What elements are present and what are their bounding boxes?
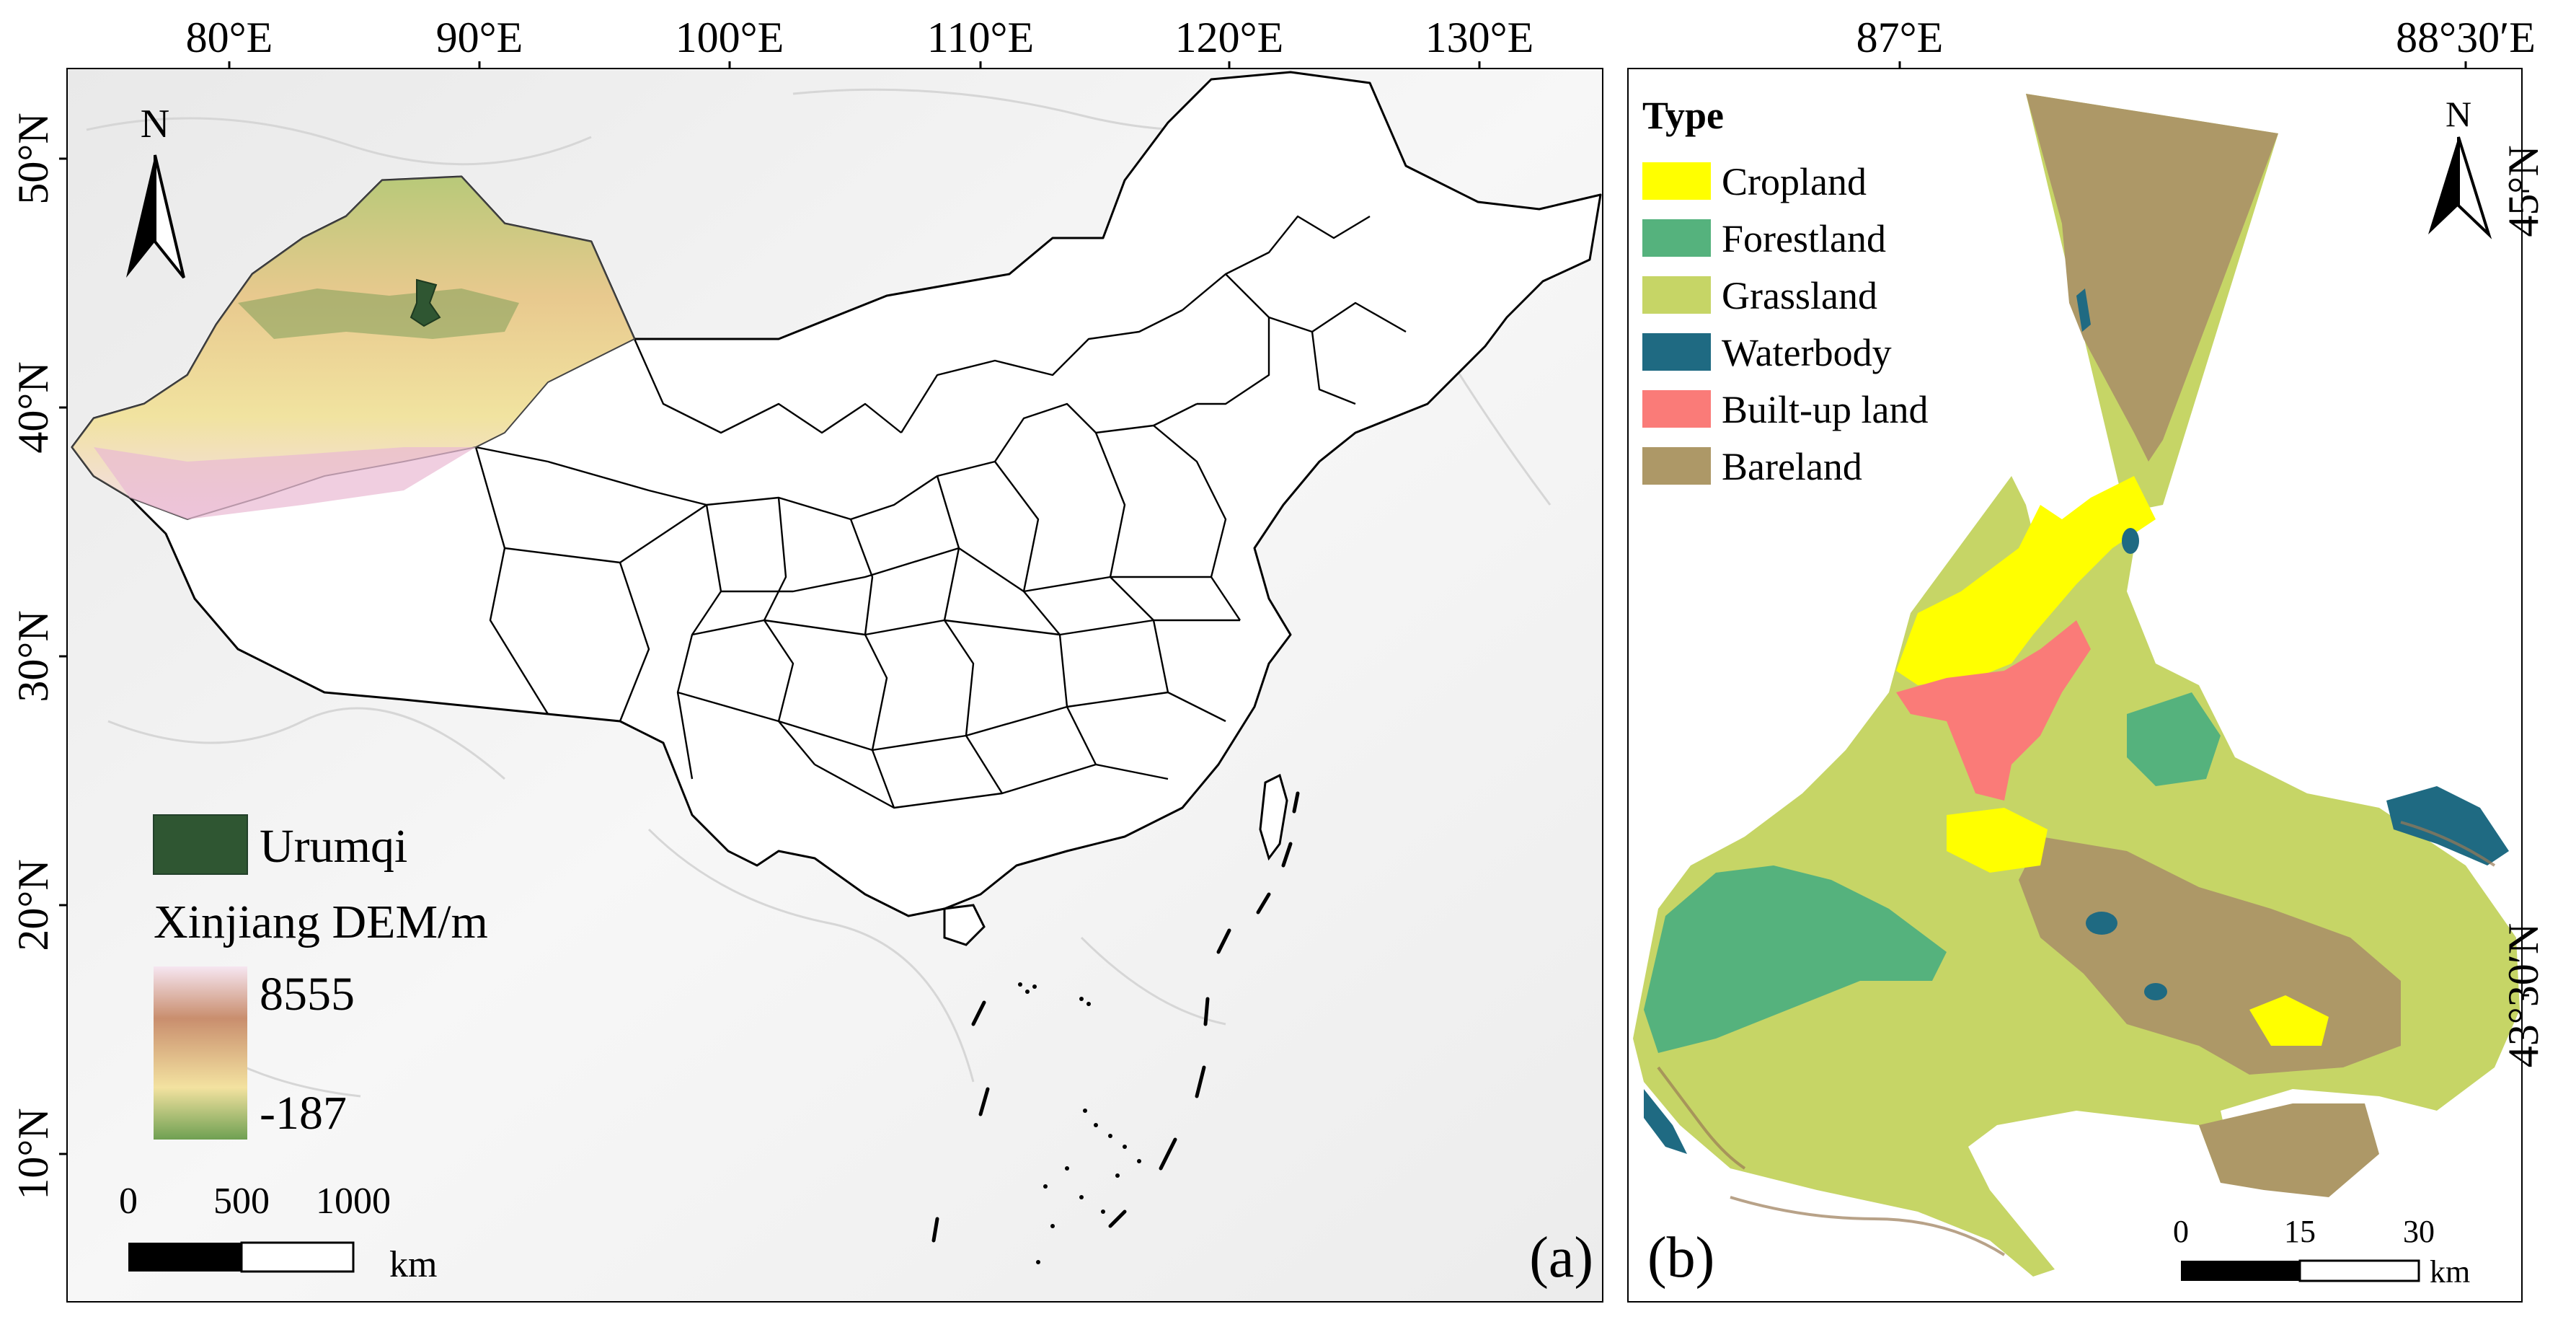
north-arrow-b: N <box>2428 94 2492 239</box>
legend-a: Urumqi Xinjiang DEM/m 8555 -187 <box>153 814 488 1140</box>
dem-max-label: 8555 <box>260 968 355 1021</box>
scale-bar-b: 0 15 30 km <box>2173 1214 2470 1290</box>
dem-legend-title: Xinjiang DEM/m <box>154 896 488 948</box>
scale-b-unit: km <box>2430 1254 2470 1290</box>
scale-a-tick-1: 500 <box>213 1181 270 1222</box>
legend-b-label-cropland: Cropland <box>1722 160 1867 203</box>
legend-b: Type Cropland Forestland Grassland Water… <box>1642 94 1928 488</box>
panel-b: Type Cropland Forestland Grassland Water… <box>1627 14 2547 1303</box>
lon-tick-87e: 87°E <box>1856 14 1944 61</box>
scale-b-tick-0: 0 <box>2173 1214 2189 1249</box>
panel-b-right-ticks: 45°N 43°30′N <box>2500 145 2547 1067</box>
region-builtup <box>1896 620 2091 801</box>
panel-a-left-ticks: 50°N 40°N 30°N 20°N 10°N <box>9 113 67 1200</box>
north-label-b: N <box>2446 94 2471 134</box>
urumqi-marker <box>410 278 441 327</box>
panel-a-frame <box>66 68 1603 1303</box>
province-boundaries <box>474 215 1407 809</box>
region-bareland-southeast <box>2199 1103 2379 1197</box>
region-forestland-west <box>1644 865 1947 1053</box>
urumqi-landuse-map <box>1633 94 2520 1277</box>
lat-tick-40n: 40°N <box>9 361 57 453</box>
legend-b-title: Type <box>1642 94 1724 137</box>
lat-tick-50n: 50°N <box>9 113 57 204</box>
urumqi-swatch <box>154 815 247 874</box>
region-cropland-south <box>1947 808 2048 873</box>
region-cropland <box>1896 476 2156 685</box>
south-china-sea-islands <box>1018 982 1141 1264</box>
lon-tick-130e: 130°E <box>1425 14 1534 61</box>
lat-tick-30n: 30°N <box>9 610 57 702</box>
hainan-outline <box>943 904 986 946</box>
lat-tick-10n: 10°N <box>9 1108 57 1199</box>
lat-tick-20n: 20°N <box>9 859 57 951</box>
legend-b-item-bareland: Bareland <box>1642 445 1862 488</box>
legend-b-item-cropland: Cropland <box>1642 160 1867 203</box>
legend-b-item-grassland: Grassland <box>1642 274 1877 317</box>
panel-a-label: (a) <box>1529 1226 1593 1290</box>
lon-tick-110e: 110°E <box>927 14 1034 61</box>
lon-tick-80e: 80°E <box>186 14 273 61</box>
scale-b-tick-1: 15 <box>2284 1214 2316 1249</box>
scale-a-unit: km <box>389 1244 437 1285</box>
region-waterbody <box>1644 288 2509 1154</box>
mountain-terrain-texture <box>1657 821 2496 1256</box>
taiwan-outline <box>1259 773 1288 861</box>
kunlun-ridge <box>94 447 476 519</box>
dem-min-label: -187 <box>260 1087 347 1140</box>
scale-bar-a: 0 500 1000 km <box>119 1181 437 1285</box>
dem-color-ramp <box>154 966 247 1140</box>
region-bareland-north <box>2026 94 2278 462</box>
panel-b-top-ticks: 87°E 88°30′E <box>1856 14 2536 69</box>
legend-b-label-forestland: Forestland <box>1722 217 1886 260</box>
panel-b-label: (b) <box>1647 1226 1714 1290</box>
urumqi-legend-label: Urumqi <box>260 820 407 873</box>
legend-b-item-waterbody: Waterbody <box>1642 331 1892 374</box>
legend-b-item-forestland: Forestland <box>1642 217 1886 260</box>
lon-tick-88-30e: 88°30′E <box>2396 14 2536 61</box>
lon-tick-100e: 100°E <box>676 14 784 61</box>
legend-b-label-waterbody: Waterbody <box>1722 331 1892 374</box>
scale-a-tick-2: 1000 <box>316 1181 391 1222</box>
tianshan-ridge <box>238 288 519 339</box>
scale-a-tick-0: 0 <box>119 1181 138 1222</box>
scale-b-tick-2: 30 <box>2403 1214 2435 1249</box>
nine-dash-line <box>931 791 1300 1243</box>
panel-a-top-ticks: 80°E 90°E 100°E 110°E 120°E 130°E <box>186 14 1534 69</box>
north-arrow-a: N <box>126 102 185 279</box>
north-label-a: N <box>141 102 169 146</box>
lon-tick-120e: 120°E <box>1175 14 1284 61</box>
region-cropland-southeast <box>2249 995 2329 1046</box>
legend-b-label-builtup: Built-up land <box>1722 388 1928 431</box>
legend-b-label-grassland: Grassland <box>1722 274 1877 317</box>
lon-tick-90e: 90°E <box>436 14 523 61</box>
region-forestland-east <box>2127 692 2221 786</box>
legend-b-item-builtup: Built-up land <box>1642 388 1928 431</box>
legend-b-label-bareland: Bareland <box>1722 445 1862 488</box>
panel-a: N Urumqi Xinjiang DEM/m 8555 -187 0 500 … <box>9 14 1603 1303</box>
